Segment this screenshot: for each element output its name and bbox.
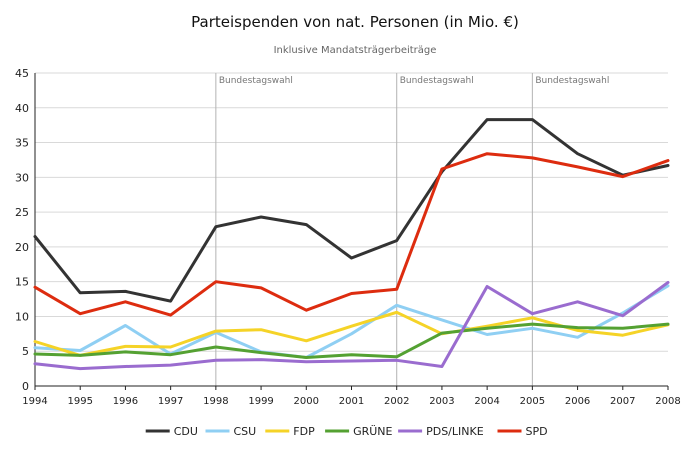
legend: CDU CSU FDP GRÜNE PDS/LINKE SPD bbox=[145, 425, 548, 438]
y-tick-label: 15 bbox=[15, 276, 29, 289]
election-marker-label: Bundestagswahl bbox=[219, 76, 293, 86]
x-tick-label: 2001 bbox=[339, 396, 364, 407]
x-tick-label: 2002 bbox=[384, 396, 409, 407]
y-tick-label: 10 bbox=[15, 310, 29, 323]
x-tick-label: 2004 bbox=[474, 396, 499, 407]
x-tick-label: 1998 bbox=[203, 396, 228, 407]
y-tick-label: 20 bbox=[15, 241, 29, 254]
legend-label: GRÜNE bbox=[353, 425, 392, 438]
series-line-pds-linke bbox=[33, 280, 670, 371]
y-tick-label: 30 bbox=[15, 171, 29, 184]
legend-label: PDS/LINKE bbox=[426, 425, 484, 438]
legend-label: CDU bbox=[174, 425, 198, 438]
x-tick-label: 2000 bbox=[294, 396, 319, 407]
x-tick-label: 1999 bbox=[248, 396, 273, 407]
x-tick-label: 1995 bbox=[67, 396, 92, 407]
x-tick-label: 2003 bbox=[429, 396, 454, 407]
y-tick-label: 35 bbox=[15, 137, 29, 150]
election-marker-label: Bundestagswahl bbox=[535, 76, 609, 86]
grid-layer bbox=[35, 72, 668, 352]
legend-label: FDP bbox=[293, 425, 315, 438]
x-tick-label: 2006 bbox=[565, 396, 590, 407]
series-line-gr-ne bbox=[33, 322, 670, 359]
y-tick-label: 5 bbox=[22, 345, 29, 358]
y-tick-label: 0 bbox=[22, 380, 29, 393]
election-marker-label: Bundestagswahl bbox=[400, 76, 474, 86]
x-tick-label: 1996 bbox=[113, 396, 138, 407]
x-tick-label: 2007 bbox=[610, 396, 635, 407]
series-line-cdu bbox=[33, 118, 670, 303]
x-tick-label: 2005 bbox=[520, 396, 545, 407]
annotation-layer: Bundestagswahl Bundestagswahl Bundestagswa… bbox=[215, 73, 609, 386]
legend-label: SPD bbox=[526, 425, 548, 438]
series-layer bbox=[33, 118, 670, 371]
series-line-spd bbox=[33, 152, 670, 317]
x-tick-label: 1994 bbox=[22, 396, 47, 407]
chart-subtitle: Inklusive Mandatsträgerbeiträge bbox=[274, 45, 437, 56]
y-tick-label: 45 bbox=[15, 67, 29, 80]
x-tick-label: 1997 bbox=[158, 396, 183, 407]
axis-layer: 0 5 10 15 20 25 30 35 40 45 1994 1995 1996 1997 1998 19… bbox=[15, 67, 681, 407]
x-tick-label: 2008 bbox=[655, 396, 680, 407]
y-tick-label: 40 bbox=[15, 102, 29, 115]
y-tick-label: 25 bbox=[15, 206, 29, 219]
legend-label: CSU bbox=[234, 425, 257, 438]
series-line-csu bbox=[33, 284, 670, 359]
chart-title: Parteispenden von nat. Personen (in Mio.… bbox=[191, 13, 519, 31]
